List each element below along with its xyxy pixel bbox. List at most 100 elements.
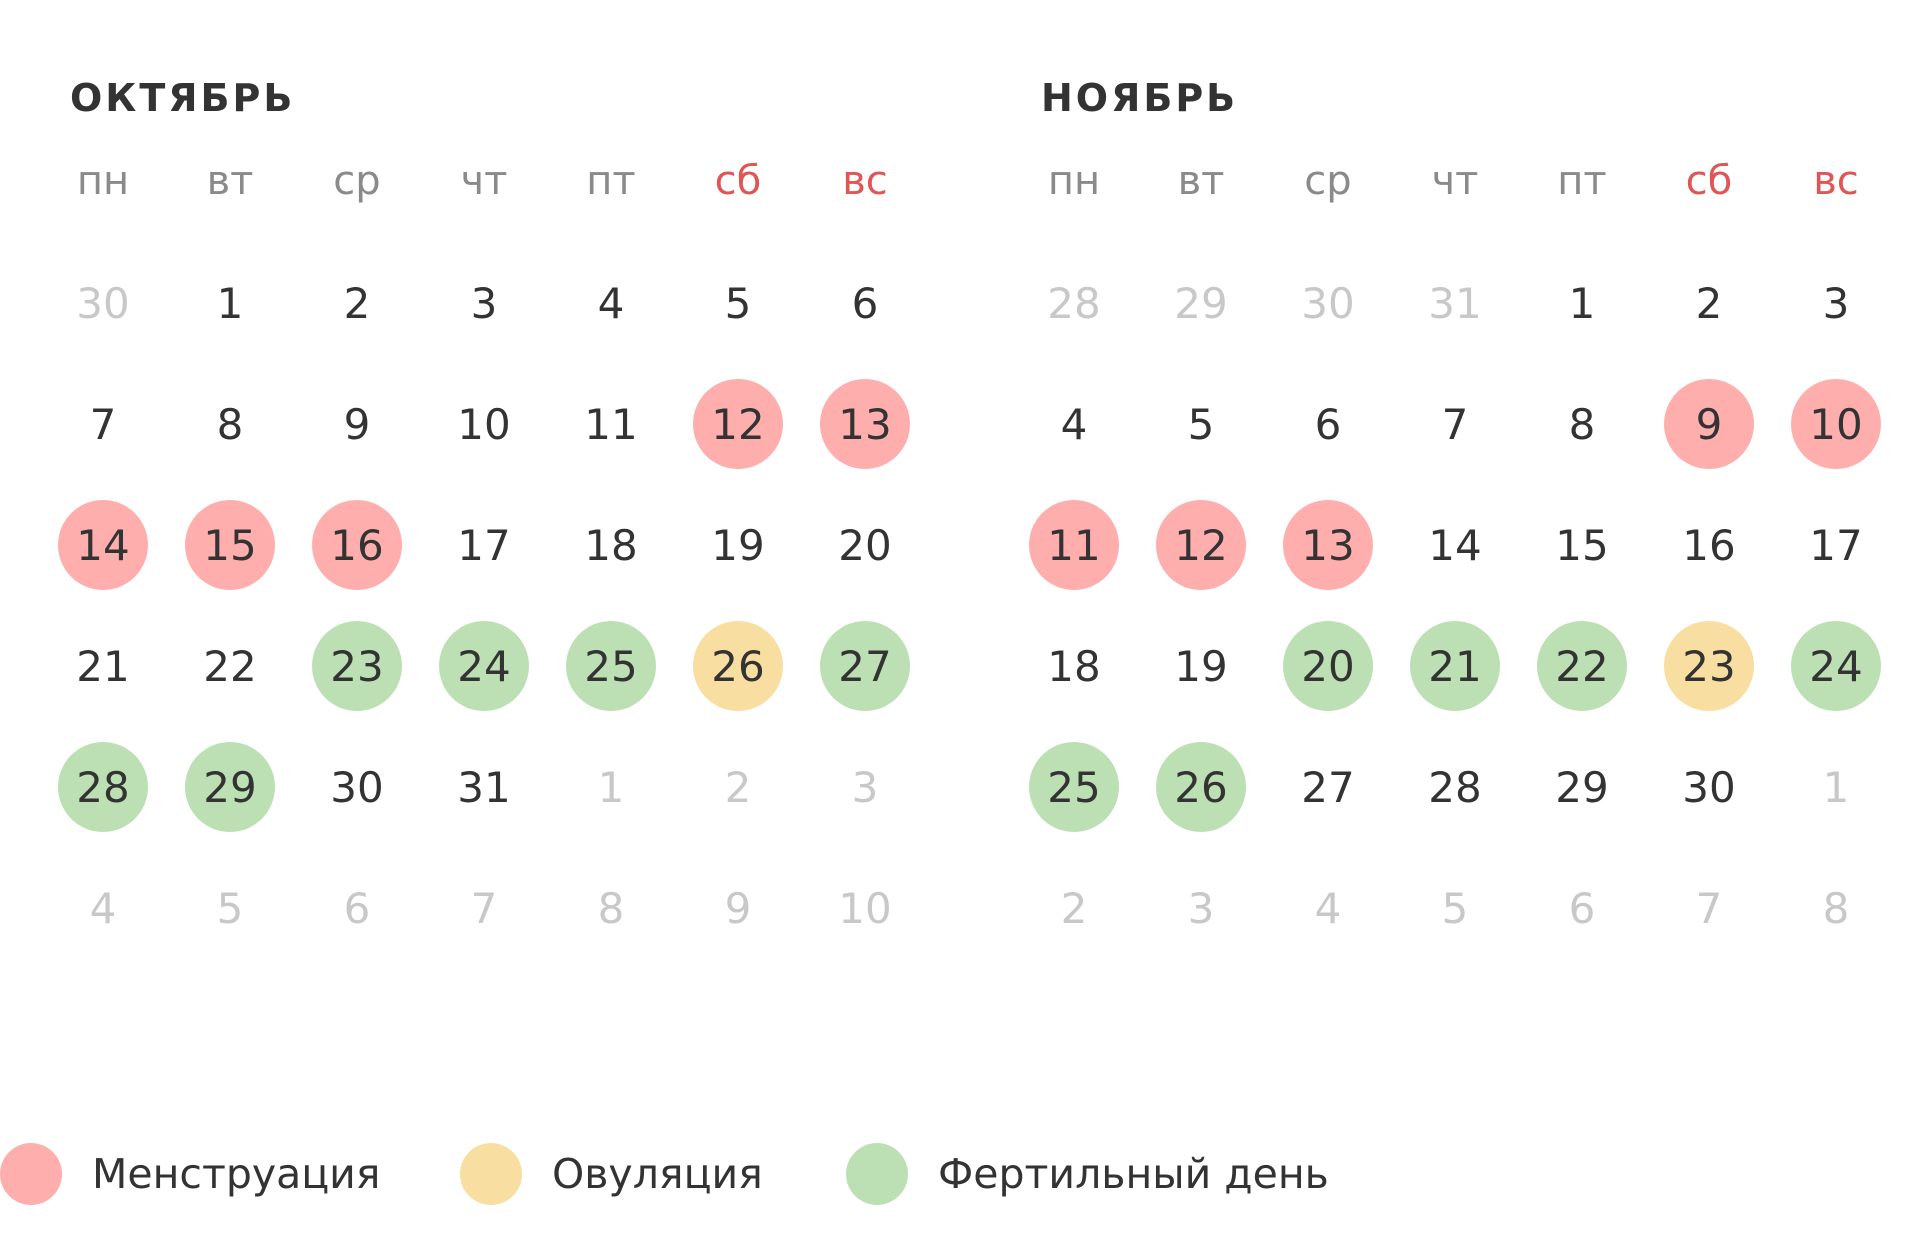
day-cell-fertile[interactable]: 25 xyxy=(566,621,656,711)
weekday-label: вт xyxy=(206,158,254,204)
day-cell-fertile[interactable]: 24 xyxy=(439,621,529,711)
day-cell-outside[interactable]: 8 xyxy=(597,883,625,933)
day-cell[interactable]: 20 xyxy=(838,520,892,570)
day-cell[interactable]: 29 xyxy=(1555,762,1609,812)
day-cell-menstruation[interactable]: 12 xyxy=(1156,500,1246,590)
day-cell-outside[interactable]: 4 xyxy=(89,883,117,933)
day-cell-fertile[interactable]: 23 xyxy=(312,621,402,711)
menstruation-dot-icon xyxy=(0,1143,62,1205)
day-cell[interactable]: 6 xyxy=(1314,399,1342,449)
day-cell-outside[interactable]: 6 xyxy=(1568,883,1596,933)
legend-item-fertile: Фертильный день xyxy=(846,1143,1329,1205)
day-cell-outside[interactable]: 30 xyxy=(76,278,130,328)
day-cell[interactable]: 17 xyxy=(1809,520,1863,570)
day-cell-outside[interactable]: 3 xyxy=(1187,883,1215,933)
day-cell[interactable]: 9 xyxy=(343,399,371,449)
day-cell-menstruation[interactable]: 15 xyxy=(185,500,275,590)
day-cell[interactable]: 15 xyxy=(1555,520,1609,570)
weekday-label: ср xyxy=(1304,158,1352,204)
day-cell[interactable]: 31 xyxy=(457,762,511,812)
day-cell[interactable]: 16 xyxy=(1682,520,1736,570)
day-cell[interactable]: 5 xyxy=(724,278,752,328)
ovulation-dot-icon xyxy=(460,1143,522,1205)
day-cell[interactable]: 6 xyxy=(851,278,879,328)
weekday-label: ср xyxy=(333,158,381,204)
day-cell[interactable]: 11 xyxy=(584,399,638,449)
day-cell-ovulation[interactable]: 23 xyxy=(1664,621,1754,711)
day-cell-outside[interactable]: 28 xyxy=(1047,278,1101,328)
day-cell[interactable]: 19 xyxy=(1174,641,1228,691)
day-cell-outside[interactable]: 1 xyxy=(597,762,625,812)
calendar-october: Октябрь пн вт ср чт пт сб вс 30 1 2 3 4 5 6 7 8 9 10 11 12 1… xyxy=(58,0,970,1000)
day-cell-fertile[interactable]: 24 xyxy=(1791,621,1881,711)
day-cell-fertile[interactable]: 21 xyxy=(1410,621,1500,711)
day-cell[interactable]: 7 xyxy=(89,399,117,449)
day-cell-outside[interactable]: 5 xyxy=(216,883,244,933)
day-cell-menstruation[interactable]: 13 xyxy=(1283,500,1373,590)
day-cell-outside[interactable]: 10 xyxy=(838,883,892,933)
legend-label: Овуляция xyxy=(552,1150,763,1198)
day-cell[interactable]: 19 xyxy=(711,520,765,570)
day-cell[interactable]: 10 xyxy=(457,399,511,449)
day-cell[interactable]: 2 xyxy=(1695,278,1723,328)
day-cell-outside[interactable]: 3 xyxy=(851,762,879,812)
day-cell-fertile[interactable]: 29 xyxy=(185,742,275,832)
day-cell[interactable]: 5 xyxy=(1187,399,1215,449)
day-cell-menstruation[interactable]: 14 xyxy=(58,500,148,590)
day-cell-menstruation[interactable]: 11 xyxy=(1029,500,1119,590)
legend-item-ovulation: Овуляция xyxy=(460,1143,763,1205)
day-cell-menstruation[interactable]: 16 xyxy=(312,500,402,590)
day-cell[interactable]: 22 xyxy=(203,641,257,691)
day-cell-outside[interactable]: 2 xyxy=(724,762,752,812)
day-cell-outside[interactable]: 1 xyxy=(1822,762,1850,812)
day-cell-ovulation[interactable]: 26 xyxy=(693,621,783,711)
day-cell[interactable]: 18 xyxy=(584,520,638,570)
day-cell[interactable]: 21 xyxy=(76,641,130,691)
day-cell[interactable]: 8 xyxy=(1568,399,1596,449)
day-cell-menstruation[interactable]: 12 xyxy=(693,379,783,469)
day-cell-outside[interactable]: 7 xyxy=(470,883,498,933)
day-cell[interactable]: 4 xyxy=(1060,399,1088,449)
day-cell-fertile[interactable]: 26 xyxy=(1156,742,1246,832)
day-cell-outside[interactable]: 7 xyxy=(1695,883,1723,933)
day-cell-outside[interactable]: 6 xyxy=(343,883,371,933)
day-cell[interactable]: 27 xyxy=(1301,762,1355,812)
day-cell[interactable]: 1 xyxy=(1568,278,1596,328)
day-cell[interactable]: 8 xyxy=(216,399,244,449)
day-cell[interactable]: 28 xyxy=(1428,762,1482,812)
day-cell-outside[interactable]: 5 xyxy=(1441,883,1469,933)
day-cell-outside[interactable]: 4 xyxy=(1314,883,1342,933)
day-cell-menstruation[interactable]: 10 xyxy=(1791,379,1881,469)
legend-item-menstruation: Менструация xyxy=(0,1143,380,1205)
day-cell[interactable]: 17 xyxy=(457,520,511,570)
day-cell[interactable]: 3 xyxy=(1822,278,1850,328)
day-cell[interactable]: 1 xyxy=(216,278,244,328)
day-cell[interactable]: 3 xyxy=(470,278,498,328)
day-cell-outside[interactable]: 8 xyxy=(1822,883,1850,933)
day-cell[interactable]: 18 xyxy=(1047,641,1101,691)
legend-label: Менструация xyxy=(92,1150,381,1198)
day-cell-outside[interactable]: 2 xyxy=(1060,883,1088,933)
weekday-label: пн xyxy=(76,158,130,204)
day-cell[interactable]: 14 xyxy=(1428,520,1482,570)
day-cell-fertile[interactable]: 20 xyxy=(1283,621,1373,711)
day-cell-menstruation[interactable]: 13 xyxy=(820,379,910,469)
day-cell[interactable]: 7 xyxy=(1441,399,1469,449)
day-cell[interactable]: 30 xyxy=(330,762,384,812)
day-cell-outside[interactable]: 30 xyxy=(1301,278,1355,328)
day-cell-outside[interactable]: 31 xyxy=(1428,278,1482,328)
day-cell-fertile[interactable]: 28 xyxy=(58,742,148,832)
day-cell[interactable]: 4 xyxy=(597,278,625,328)
day-cell-menstruation[interactable]: 9 xyxy=(1664,379,1754,469)
day-cell-outside[interactable]: 9 xyxy=(724,883,752,933)
day-cell[interactable]: 2 xyxy=(343,278,371,328)
weekday-label: пт xyxy=(586,158,636,204)
weekday-label: чт xyxy=(460,158,508,204)
day-cell-outside[interactable]: 29 xyxy=(1174,278,1228,328)
weekday-label: вс xyxy=(1813,158,1859,204)
day-cell-fertile[interactable]: 25 xyxy=(1029,742,1119,832)
day-cell[interactable]: 30 xyxy=(1682,762,1736,812)
day-cell-fertile[interactable]: 22 xyxy=(1537,621,1627,711)
weekday-label: вс xyxy=(842,158,888,204)
day-cell-fertile[interactable]: 27 xyxy=(820,621,910,711)
